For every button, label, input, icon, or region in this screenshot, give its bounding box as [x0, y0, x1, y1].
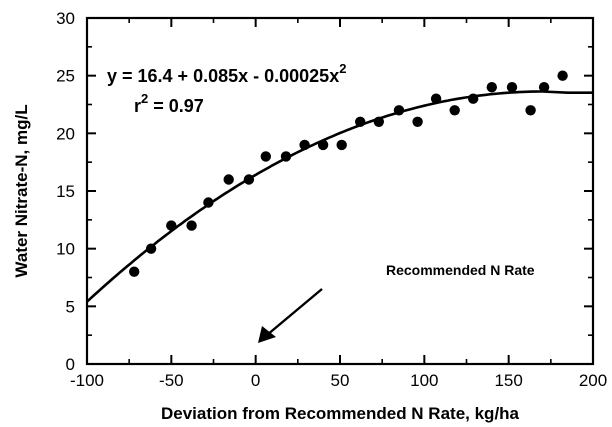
- equation-main: y = 16.4 + 0.085x - 0.00025x: [107, 66, 339, 86]
- r-squared: r2 = 0.97: [134, 91, 204, 116]
- y-tick-label: 5: [66, 297, 75, 316]
- x-tick-label: 100: [410, 371, 438, 390]
- data-point: [557, 70, 568, 81]
- data-point: [538, 82, 550, 93]
- data-point: [449, 105, 460, 116]
- data-point: [373, 116, 384, 128]
- y-axis-title: Water Nitrate-N, mg/L: [12, 104, 31, 277]
- equation-exponent: 2: [339, 61, 346, 76]
- y-tick-label: 15: [56, 182, 75, 201]
- annotation-arrow: [258, 288, 323, 343]
- annotation-label: Recommended N Rate: [386, 262, 535, 278]
- data-point: [186, 220, 197, 231]
- data-point: [243, 174, 255, 185]
- y-tick-label: 10: [56, 240, 75, 259]
- data-point: [412, 116, 423, 128]
- tick-labels: -100 -50 0 50 100 150 200 0 5 10 15 20 25 30: [56, 9, 607, 390]
- data-point: [486, 82, 497, 93]
- tick-marks: [86, 17, 594, 365]
- x-tick-label: -100: [70, 371, 104, 390]
- x-tick-label: 200: [579, 371, 607, 390]
- x-tick-label: 50: [331, 371, 350, 390]
- data-point: [393, 105, 405, 116]
- data-point: [506, 82, 518, 93]
- x-tick-label: 0: [251, 371, 260, 390]
- r-exponent: 2: [141, 91, 148, 106]
- data-point: [223, 174, 234, 185]
- data-point: [260, 151, 271, 162]
- x-tick-label: -50: [159, 371, 184, 390]
- data-point: [525, 105, 536, 116]
- data-point: [468, 93, 479, 104]
- y-tick-label: 20: [56, 124, 75, 143]
- data-point: [355, 116, 366, 128]
- x-tick-label: 150: [494, 371, 522, 390]
- data-point: [145, 243, 157, 254]
- x-axis-title: Deviation from Recommended N Rate, kg/ha: [161, 404, 520, 423]
- y-tick-label: 30: [56, 9, 75, 28]
- y-tick-label: 0: [66, 355, 75, 374]
- data-point: [280, 151, 292, 162]
- regression-equation: y = 16.4 + 0.085x - 0.00025x2: [107, 61, 346, 86]
- data-point: [203, 197, 214, 208]
- data-point: [317, 139, 329, 151]
- data-points: [129, 70, 568, 277]
- data-point: [430, 93, 442, 104]
- data-point: [336, 139, 347, 151]
- y-tick-label: 25: [56, 67, 75, 86]
- r-symbol: r: [134, 96, 141, 116]
- data-point: [129, 266, 140, 277]
- data-point: [166, 220, 177, 231]
- data-point: [299, 139, 310, 151]
- r-squared-value: = 0.97: [148, 96, 204, 116]
